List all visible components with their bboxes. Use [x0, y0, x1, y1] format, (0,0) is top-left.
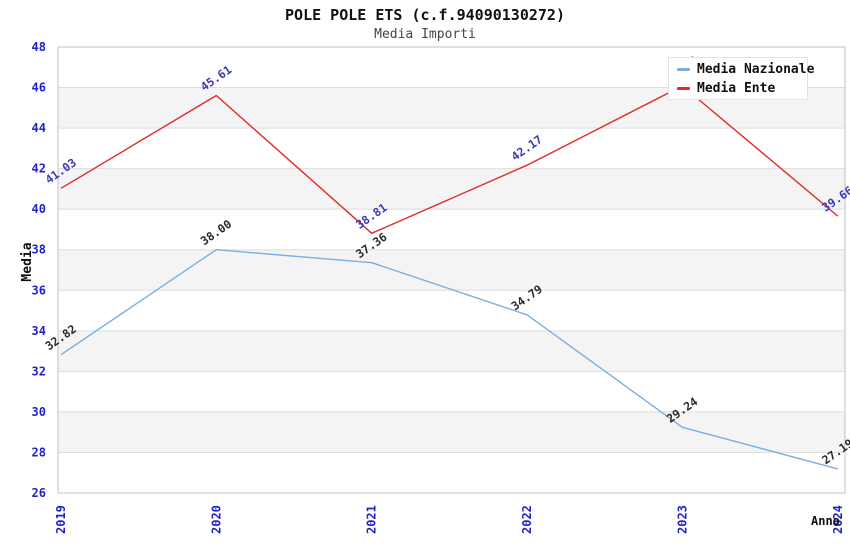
y-tick-label: 46: [32, 81, 46, 95]
x-axis-title: Anno: [811, 514, 840, 528]
y-tick-label: 38: [32, 243, 46, 257]
legend-item: Media Nazionale: [677, 62, 814, 77]
title-block: POLE POLE ETS (c.f.94090130272) Media Im…: [0, 0, 850, 42]
x-tick-label: 2024: [831, 505, 845, 534]
grid-band: [58, 411, 845, 453]
legend: Media Nazionale Media Ente: [668, 57, 814, 100]
y-tick-label: 48: [32, 40, 46, 54]
point-label: 38.00: [198, 217, 234, 248]
y-tick-label: 36: [32, 283, 46, 297]
y-tick-label: 32: [32, 364, 46, 378]
chart-title: POLE POLE ETS (c.f.94090130272): [285, 6, 565, 24]
y-axis-title: Media: [20, 242, 35, 282]
series-line-media-ente: [60, 85, 839, 235]
x-tick-label: 2019: [54, 505, 68, 534]
y-tick-label: 44: [32, 121, 46, 135]
legend-item-label: Media Nazionale: [697, 61, 815, 77]
plot-border: [57, 46, 846, 494]
legend-swatch-line: [677, 67, 690, 71]
grid-band: [58, 168, 845, 210]
y-tick-label: 30: [32, 405, 46, 419]
y-tick-label: 40: [32, 202, 46, 216]
grid-band: [58, 330, 845, 372]
x-tick-label: 2020: [209, 505, 223, 534]
y-tick-label: 34: [32, 324, 46, 338]
x-tick-label: 2023: [675, 505, 689, 534]
y-tick-label: 28: [32, 445, 46, 459]
chart-subtitle: Media Importi: [374, 27, 476, 42]
series-line-media-nazionale: [60, 248, 838, 470]
legend-swatch-line: [677, 86, 690, 90]
legend-item-label: Media Ente: [697, 80, 776, 96]
x-tick-label: 2021: [365, 505, 379, 534]
x-tick-label: 2022: [520, 505, 534, 534]
y-tick-label: 26: [32, 486, 46, 500]
legend-item: Media Ente: [677, 81, 807, 96]
grid-band: [58, 249, 845, 291]
y-tick-label: 42: [32, 162, 46, 176]
